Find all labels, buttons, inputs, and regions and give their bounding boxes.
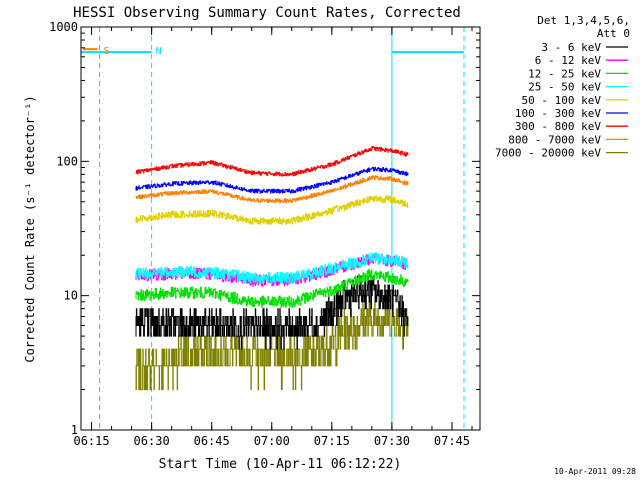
legend-label-50-100-kev: 50 - 100 keV [522,94,602,107]
y-axis-label: Corrected Count Rate (s⁻¹ detector⁻¹) [23,95,37,362]
series-line-3-6-kev [135,275,409,350]
x-tick-label-06-30: 06:30 [134,434,170,448]
series-line-50-100-kev [135,195,409,225]
legend-label-25-50-kev: 25 - 50 keV [528,81,601,94]
legend-header-line1: Det 1,3,4,5,6, [537,14,630,27]
legend-label-12-25-kev: 12 - 25 keV [528,67,601,80]
x-tick-label-07-45: 07:45 [434,434,470,448]
chart-title: HESSI Observing Summary Count Rates, Cor… [73,5,461,21]
y-tick-label-1: 1 [71,423,78,437]
legend-label-800-7000-kev: 800 - 7000 keV [508,133,601,146]
legend-label-300-800-kev: 300 - 800 keV [515,120,601,133]
legend-label-6-12-kev: 6 - 12 keV [535,54,602,67]
series-line-12-25-kev [135,269,409,309]
y-tick-label-10: 10 [64,289,78,303]
timestamp: 10-Apr-2011 09:28 [554,467,636,476]
series-line-300-800-kev [135,146,409,177]
series-line-100-300-kev [135,166,409,194]
legend-label-3-6-kev: 3 - 6 keV [541,41,601,54]
flag-label-s: S [104,46,110,57]
legend-header-line2: Att 0 [597,27,630,40]
axes-layer: 1 10 100 1000 06:15 06:30 06:45 07:00 07:15 07:30… [49,20,481,448]
series-line-25-50-kev [135,252,409,285]
flag-label-n: N [156,46,162,57]
y-tick-label-1000: 1000 [49,20,78,34]
x-tick-label-07-00: 07:00 [254,434,290,448]
x-tick-label-07-30: 07:30 [374,434,410,448]
plot-frame [80,26,481,431]
legend-label-100-300-kev: 100 - 300 keV [515,107,601,120]
x-tick-label-07-15: 07:15 [314,434,350,448]
x-axis-label: Start Time (10-Apr-11 06:12:22) [159,457,402,472]
x-tick-label-06-15: 06:15 [73,434,109,448]
series-line-800-7000-kev [135,175,409,204]
x-tick-label-06-45: 06:45 [194,434,230,448]
y-tick-label-100: 100 [56,154,78,168]
legend-label-7000-20000-kev: 7000 - 20000 keV [495,147,601,160]
